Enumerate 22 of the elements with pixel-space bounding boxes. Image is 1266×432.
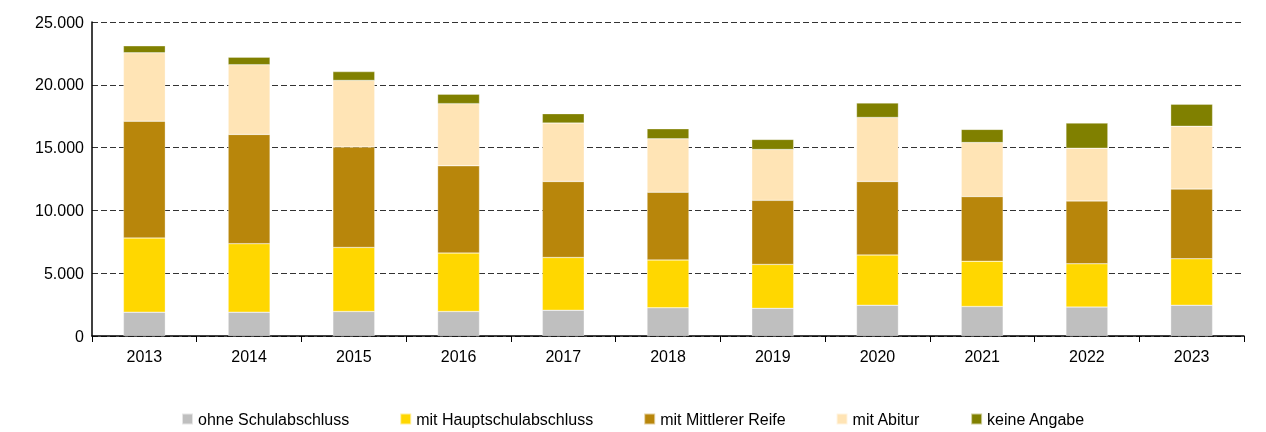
x-tick-label: 2016 xyxy=(440,347,477,365)
legend-label: mit Mittlerer Reife xyxy=(660,410,786,428)
x-tick-label: 2020 xyxy=(859,347,896,365)
y-tick-label: 0 xyxy=(75,327,85,345)
legend-label: mit Abitur xyxy=(852,410,920,428)
x-tick-label: 2019 xyxy=(754,347,791,365)
y-tick-label: 20.000 xyxy=(35,76,85,94)
x-tick-label: 2017 xyxy=(545,347,582,365)
x-tick-label: 2015 xyxy=(336,347,372,365)
legend-label: ohne Schulabschluss xyxy=(198,410,350,428)
x-tick-label: 2021 xyxy=(964,347,1001,365)
legend-label: keine Angabe xyxy=(987,410,1085,428)
y-tick-label: 10.000 xyxy=(35,201,85,219)
x-tick-label: 2023 xyxy=(1173,347,1210,365)
legend-label: mit Hauptschulabschluss xyxy=(416,410,594,428)
x-tick-label: 2013 xyxy=(126,347,163,365)
y-tick-label: 15.000 xyxy=(35,139,85,157)
y-tick-label: 25.000 xyxy=(35,13,85,31)
y-tick-label: 5.000 xyxy=(43,264,85,282)
x-tick-label: 2022 xyxy=(1069,347,1105,365)
x-tick-label: 2014 xyxy=(231,347,267,365)
x-tick-label: 2018 xyxy=(650,347,686,365)
